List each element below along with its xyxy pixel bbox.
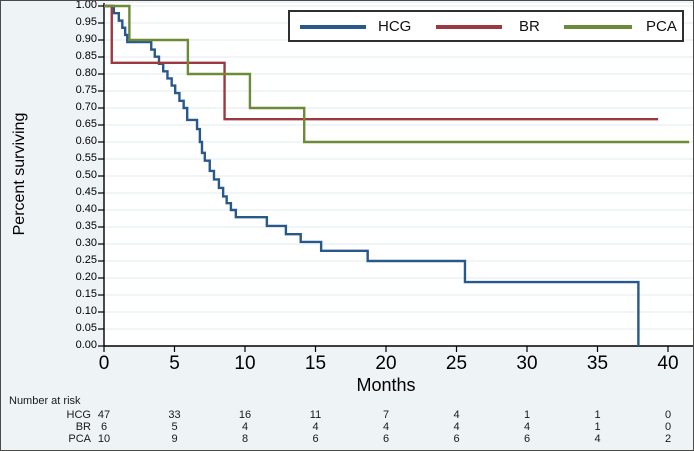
risk-value: 1	[594, 409, 601, 421]
y-tick-label: 0.10	[75, 305, 97, 317]
legend-line-hcg-icon	[300, 25, 366, 29]
risk-value: 33	[168, 409, 181, 421]
y-tick-label: 0.95	[75, 16, 97, 28]
risk-value: 0	[664, 421, 672, 433]
risk-value: 11	[309, 409, 322, 421]
y-tick-label: 0.80	[75, 67, 97, 79]
risk-value: 8	[241, 433, 249, 445]
y-tick-label: 0.85	[75, 50, 97, 62]
risk-value: 9	[171, 433, 178, 445]
risk-value: 4	[312, 421, 319, 433]
risk-value: 7	[382, 409, 390, 421]
legend-label-pca: PCA	[646, 18, 677, 35]
risk-value: 4	[241, 421, 249, 433]
y-tick-label: 0.25	[75, 254, 97, 266]
risk-value: 4	[594, 433, 601, 445]
risk-value: 4	[382, 421, 390, 433]
y-tick-label: 0.90	[75, 33, 97, 45]
legend-label-br: BR	[519, 18, 540, 35]
y-tick-label: 0.20	[75, 271, 97, 283]
risk-value: 4	[453, 421, 460, 433]
y-tick-label: 0.35	[75, 220, 97, 232]
risk-value: 10	[97, 433, 111, 445]
y-axis-title: Percent surviving	[11, 112, 28, 236]
x-tick-label: 30	[516, 353, 538, 374]
risk-value: 16	[238, 409, 252, 421]
risk-value: 0	[664, 409, 672, 421]
risk-row-label-hcg: HCG	[66, 409, 91, 421]
risk-table-title: Number at risk	[9, 395, 81, 407]
x-tick-label: 0	[98, 353, 110, 374]
x-tick-label: 15	[304, 353, 327, 374]
x-axis-title: Months	[356, 375, 416, 395]
risk-value: 47	[97, 409, 111, 421]
x-tick-label: 40	[657, 353, 679, 374]
risk-value: 4	[523, 421, 531, 433]
y-tick-label: 0.05	[75, 322, 97, 334]
risk-value: 6	[453, 433, 460, 445]
risk-value: 6	[312, 433, 319, 445]
y-tick-label: 0.00	[75, 339, 97, 351]
risk-value: 2	[664, 433, 672, 445]
x-tick-label: 20	[375, 353, 397, 374]
y-tick-label: 0.70	[75, 101, 97, 113]
risk-value: 6	[382, 433, 390, 445]
legend-line-br-icon	[436, 25, 502, 29]
risk-row-label-br: BR	[75, 421, 91, 433]
y-tick-label: 0.30	[75, 237, 97, 249]
x-tick-label: 10	[234, 353, 256, 374]
risk-value: 6	[100, 421, 108, 433]
y-tick-label: 0.55	[75, 152, 97, 164]
y-tick-label: 0.75	[75, 84, 97, 96]
risk-row-label-pca: PCA	[68, 433, 91, 445]
legend: HCG BR PCA	[288, 10, 684, 42]
risk-value: 5	[171, 421, 178, 433]
x-tick-label: 35	[586, 353, 609, 374]
survival-curve-hcg	[104, 4, 640, 346]
risk-value: 4	[453, 409, 460, 421]
y-tick-label: 1.00	[75, 0, 97, 11]
y-tick-label: 0.15	[75, 288, 97, 300]
legend-label-hcg: HCG	[378, 18, 412, 35]
risk-value: 1	[523, 409, 531, 421]
y-tick-label: 0.50	[75, 169, 97, 181]
x-tick-label: 5	[169, 353, 180, 374]
legend-line-pca-icon	[564, 25, 632, 29]
y-tick-label: 0.45	[75, 186, 97, 198]
y-tick-label: 0.60	[75, 135, 97, 147]
risk-value: 1	[594, 421, 601, 433]
risk-value: 6	[523, 433, 531, 445]
y-tick-label: 0.65	[75, 118, 97, 130]
plot-area	[104, 3, 693, 346]
y-tick-label: 0.40	[75, 203, 97, 215]
x-tick-label: 25	[445, 353, 468, 374]
survival-curve-pca	[104, 4, 690, 144]
